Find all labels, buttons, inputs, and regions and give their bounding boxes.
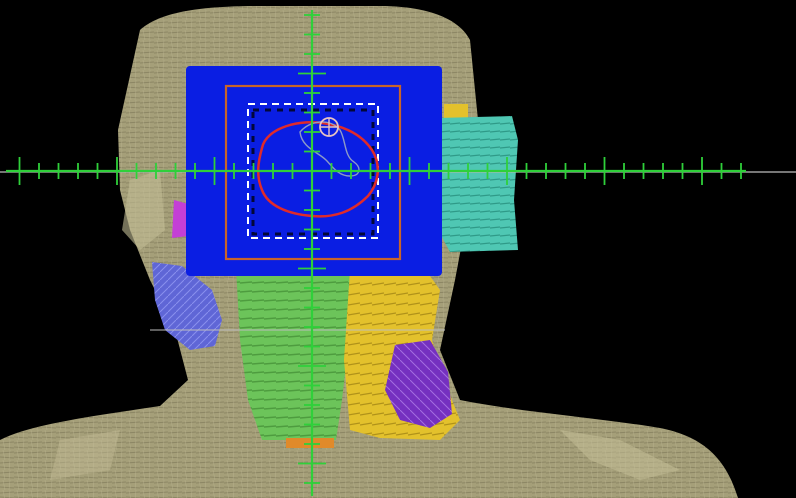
structure-lymph-node [385,340,452,428]
crosshair-ticks [18,14,742,484]
structure-magenta-patch [172,200,188,238]
structure-eye [438,116,518,252]
isocenter-crosshair-icon[interactable] [319,117,339,137]
target-contour [257,121,380,218]
structure-esophagus [286,438,334,448]
crosshair [6,10,746,496]
structure-lobe [152,262,222,350]
structure-spinal-cord [236,268,356,440]
